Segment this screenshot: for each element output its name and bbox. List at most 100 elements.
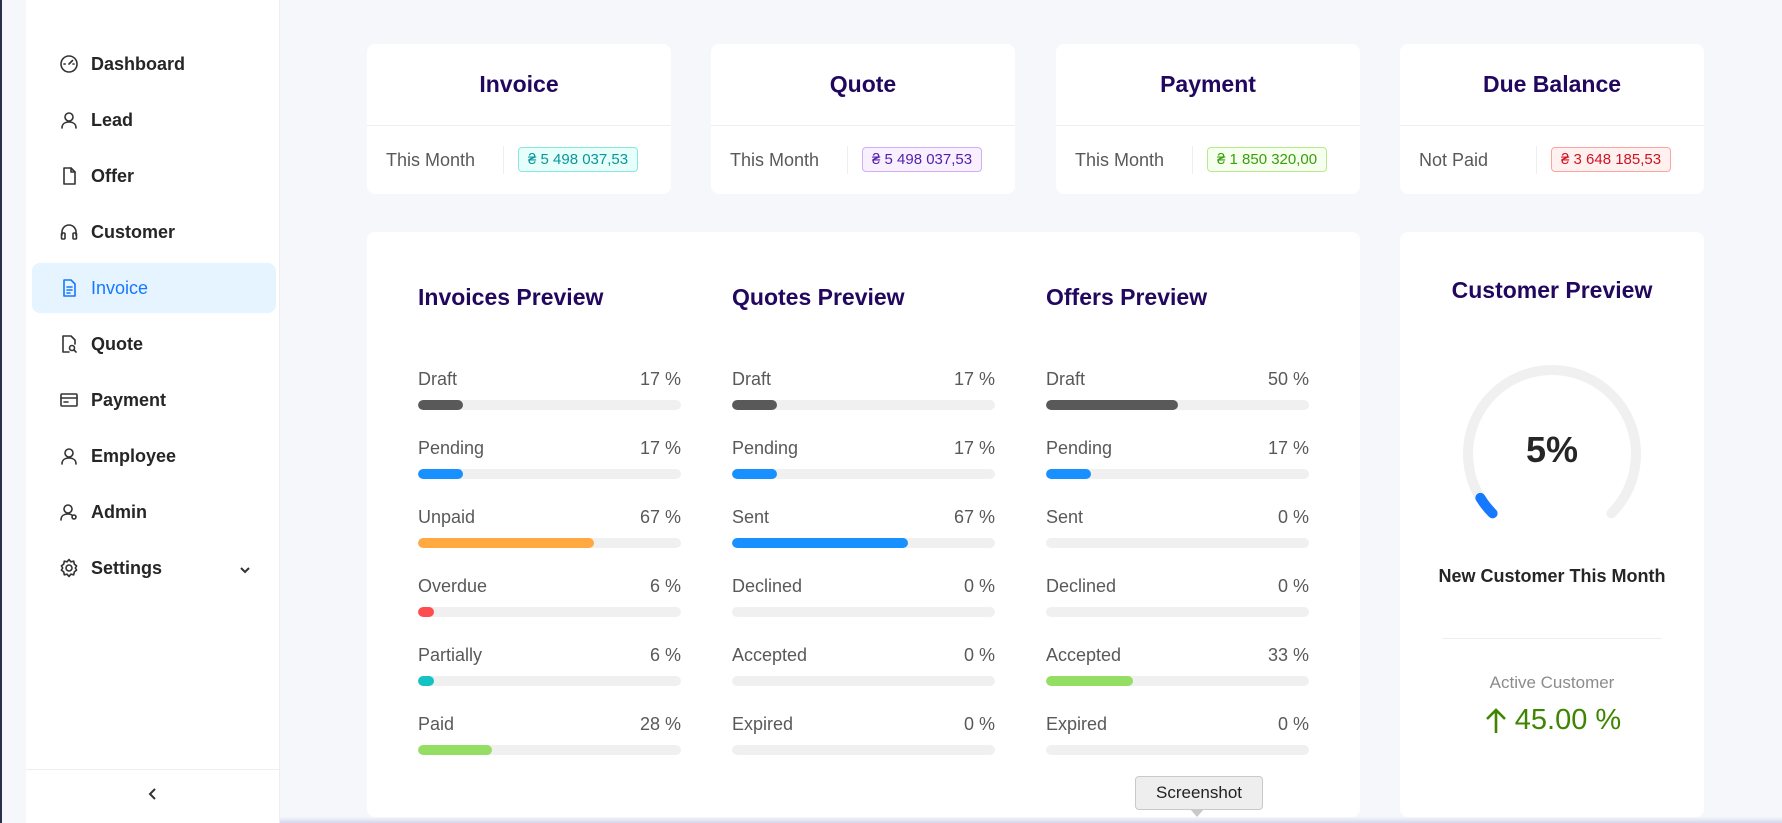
progress-label: Accepted <box>1046 645 1122 665</box>
progress-value: 0 % <box>963 714 995 734</box>
stat-card-title: Quote <box>711 44 1015 126</box>
progress-label: Pending <box>732 438 799 458</box>
progress-fill <box>418 676 434 686</box>
arrow-up-icon <box>1485 707 1506 733</box>
progress-fill <box>732 400 777 410</box>
progress-label: Sent <box>732 507 770 527</box>
progress-row: Accepted 0 % <box>732 645 995 695</box>
progress-label: Partially <box>418 645 483 665</box>
screenshot-tooltip: Screenshot <box>1135 776 1263 810</box>
progress-label: Accepted <box>732 645 808 665</box>
stat-card-label: This Month <box>730 145 848 174</box>
progress-value: 67 % <box>639 507 681 527</box>
file-icon <box>59 166 79 186</box>
sidebar-item-dashboard[interactable]: Dashboard <box>32 39 276 89</box>
progress-track <box>732 538 995 548</box>
progress-fill <box>418 400 463 410</box>
headset-icon <box>59 222 79 242</box>
progress-track <box>732 469 995 479</box>
stat-card-quote: Quote This Month ₴ 5 498 037,53 <box>711 44 1015 194</box>
progress-track <box>1046 400 1309 410</box>
progress-track <box>732 676 995 686</box>
progress-track <box>418 745 681 755</box>
user-icon <box>59 446 79 466</box>
progress-value: 0 % <box>1277 507 1309 527</box>
progress-row: Declined 0 % <box>1046 576 1309 626</box>
progress-value: 67 % <box>953 507 995 527</box>
window-edge <box>0 0 26 823</box>
progress-fill <box>1046 469 1091 479</box>
progress-row: Expired 0 % <box>732 714 995 764</box>
progress-row: Partially 6 % <box>418 645 681 695</box>
sidebar-menu: Dashboard Lead Offer Customer Invoice Qu… <box>32 39 276 599</box>
gear-icon <box>59 558 79 578</box>
sidebar-item-invoice[interactable]: Invoice <box>32 263 276 313</box>
gauge-fill <box>1475 492 1498 519</box>
sidebar-item-offer[interactable]: Offer <box>32 151 276 201</box>
progress-value: 28 % <box>639 714 681 734</box>
sidebar-item-label: Employee <box>91 445 177 466</box>
customer-preview-title: Customer Preview <box>1451 277 1653 303</box>
progress-fill <box>732 538 909 548</box>
sidebar-item-label: Customer <box>91 221 176 242</box>
progress-value: 17 % <box>1267 438 1309 458</box>
chevron-left-icon <box>145 786 161 807</box>
progress-track <box>1046 538 1309 548</box>
progress-value: 0 % <box>963 645 995 665</box>
stat-card-value: ₴ 5 498 037,53 <box>518 147 639 172</box>
progress-value: 17 % <box>953 369 995 389</box>
progress-label: Sent <box>1046 507 1084 527</box>
progress-fill <box>418 607 434 617</box>
sidebar-item-quote[interactable]: Quote <box>32 319 276 369</box>
progress-value: 17 % <box>953 438 995 458</box>
stat-card-payment: Payment This Month ₴ 1 850 320,00 <box>1056 44 1360 194</box>
progress-track <box>418 400 681 410</box>
progress-label: Unpaid <box>418 507 476 527</box>
bottom-shadow <box>280 817 1782 823</box>
sidebar-item-payment[interactable]: Payment <box>32 375 276 425</box>
sidebar-item-admin[interactable]: Admin <box>32 487 276 537</box>
progress-fill <box>1046 676 1133 686</box>
active-customer-value: 45.00 % <box>1400 704 1704 737</box>
progress-label: Draft <box>732 369 772 389</box>
progress-track <box>732 607 995 617</box>
credit-card-icon <box>59 390 79 410</box>
progress-fill <box>418 469 463 479</box>
sidebar-item-customer[interactable]: Customer <box>32 207 276 257</box>
progress-track <box>732 745 995 755</box>
progress-track <box>732 400 995 410</box>
stat-card-label: This Month <box>386 145 504 174</box>
progress-row: Unpaid 67 % <box>418 507 681 557</box>
sidebar-collapse-button[interactable] <box>26 769 280 823</box>
progress-track <box>1046 676 1309 686</box>
progress-value: 6 % <box>649 576 681 596</box>
progress-value: 17 % <box>639 438 681 458</box>
progress-value: 0 % <box>963 576 995 596</box>
progress-track <box>418 538 681 548</box>
gauge-track <box>1463 365 1641 519</box>
stat-card-due-balance: Due Balance Not Paid ₴ 3 648 185,53 <box>1400 44 1704 194</box>
progress-value: 0 % <box>1277 576 1309 596</box>
progress-row: Accepted 33 % <box>1046 645 1309 695</box>
progress-fill <box>732 469 777 479</box>
progress-row: Expired 0 % <box>1046 714 1309 764</box>
file-text-icon <box>59 278 79 298</box>
sidebar-item-label: Dashboard <box>91 53 186 74</box>
customer-gauge <box>1463 365 1641 519</box>
progress-row: Pending 17 % <box>1046 438 1309 488</box>
preview-title: Quotes Preview <box>732 284 905 310</box>
sidebar-item-settings[interactable]: Settings <box>32 543 276 593</box>
progress-label: Expired <box>1046 714 1108 734</box>
progress-fill <box>1046 400 1178 410</box>
sidebar-item-employee[interactable]: Employee <box>32 431 276 481</box>
sidebar: Dashboard Lead Offer Customer Invoice Qu… <box>26 0 280 823</box>
progress-value: 0 % <box>1277 714 1309 734</box>
sidebar-item-lead[interactable]: Lead <box>32 95 276 145</box>
progress-track <box>1046 607 1309 617</box>
progress-track <box>1046 469 1309 479</box>
stat-card-value: ₴ 3 648 185,53 <box>1551 147 1672 172</box>
sidebar-item-label: Invoice <box>91 277 149 298</box>
progress-value: 33 % <box>1267 645 1309 665</box>
user-gear-icon <box>59 502 79 522</box>
preview-card: Invoices Preview Draft 17 % Pending 17 % Unp… <box>367 232 1360 817</box>
